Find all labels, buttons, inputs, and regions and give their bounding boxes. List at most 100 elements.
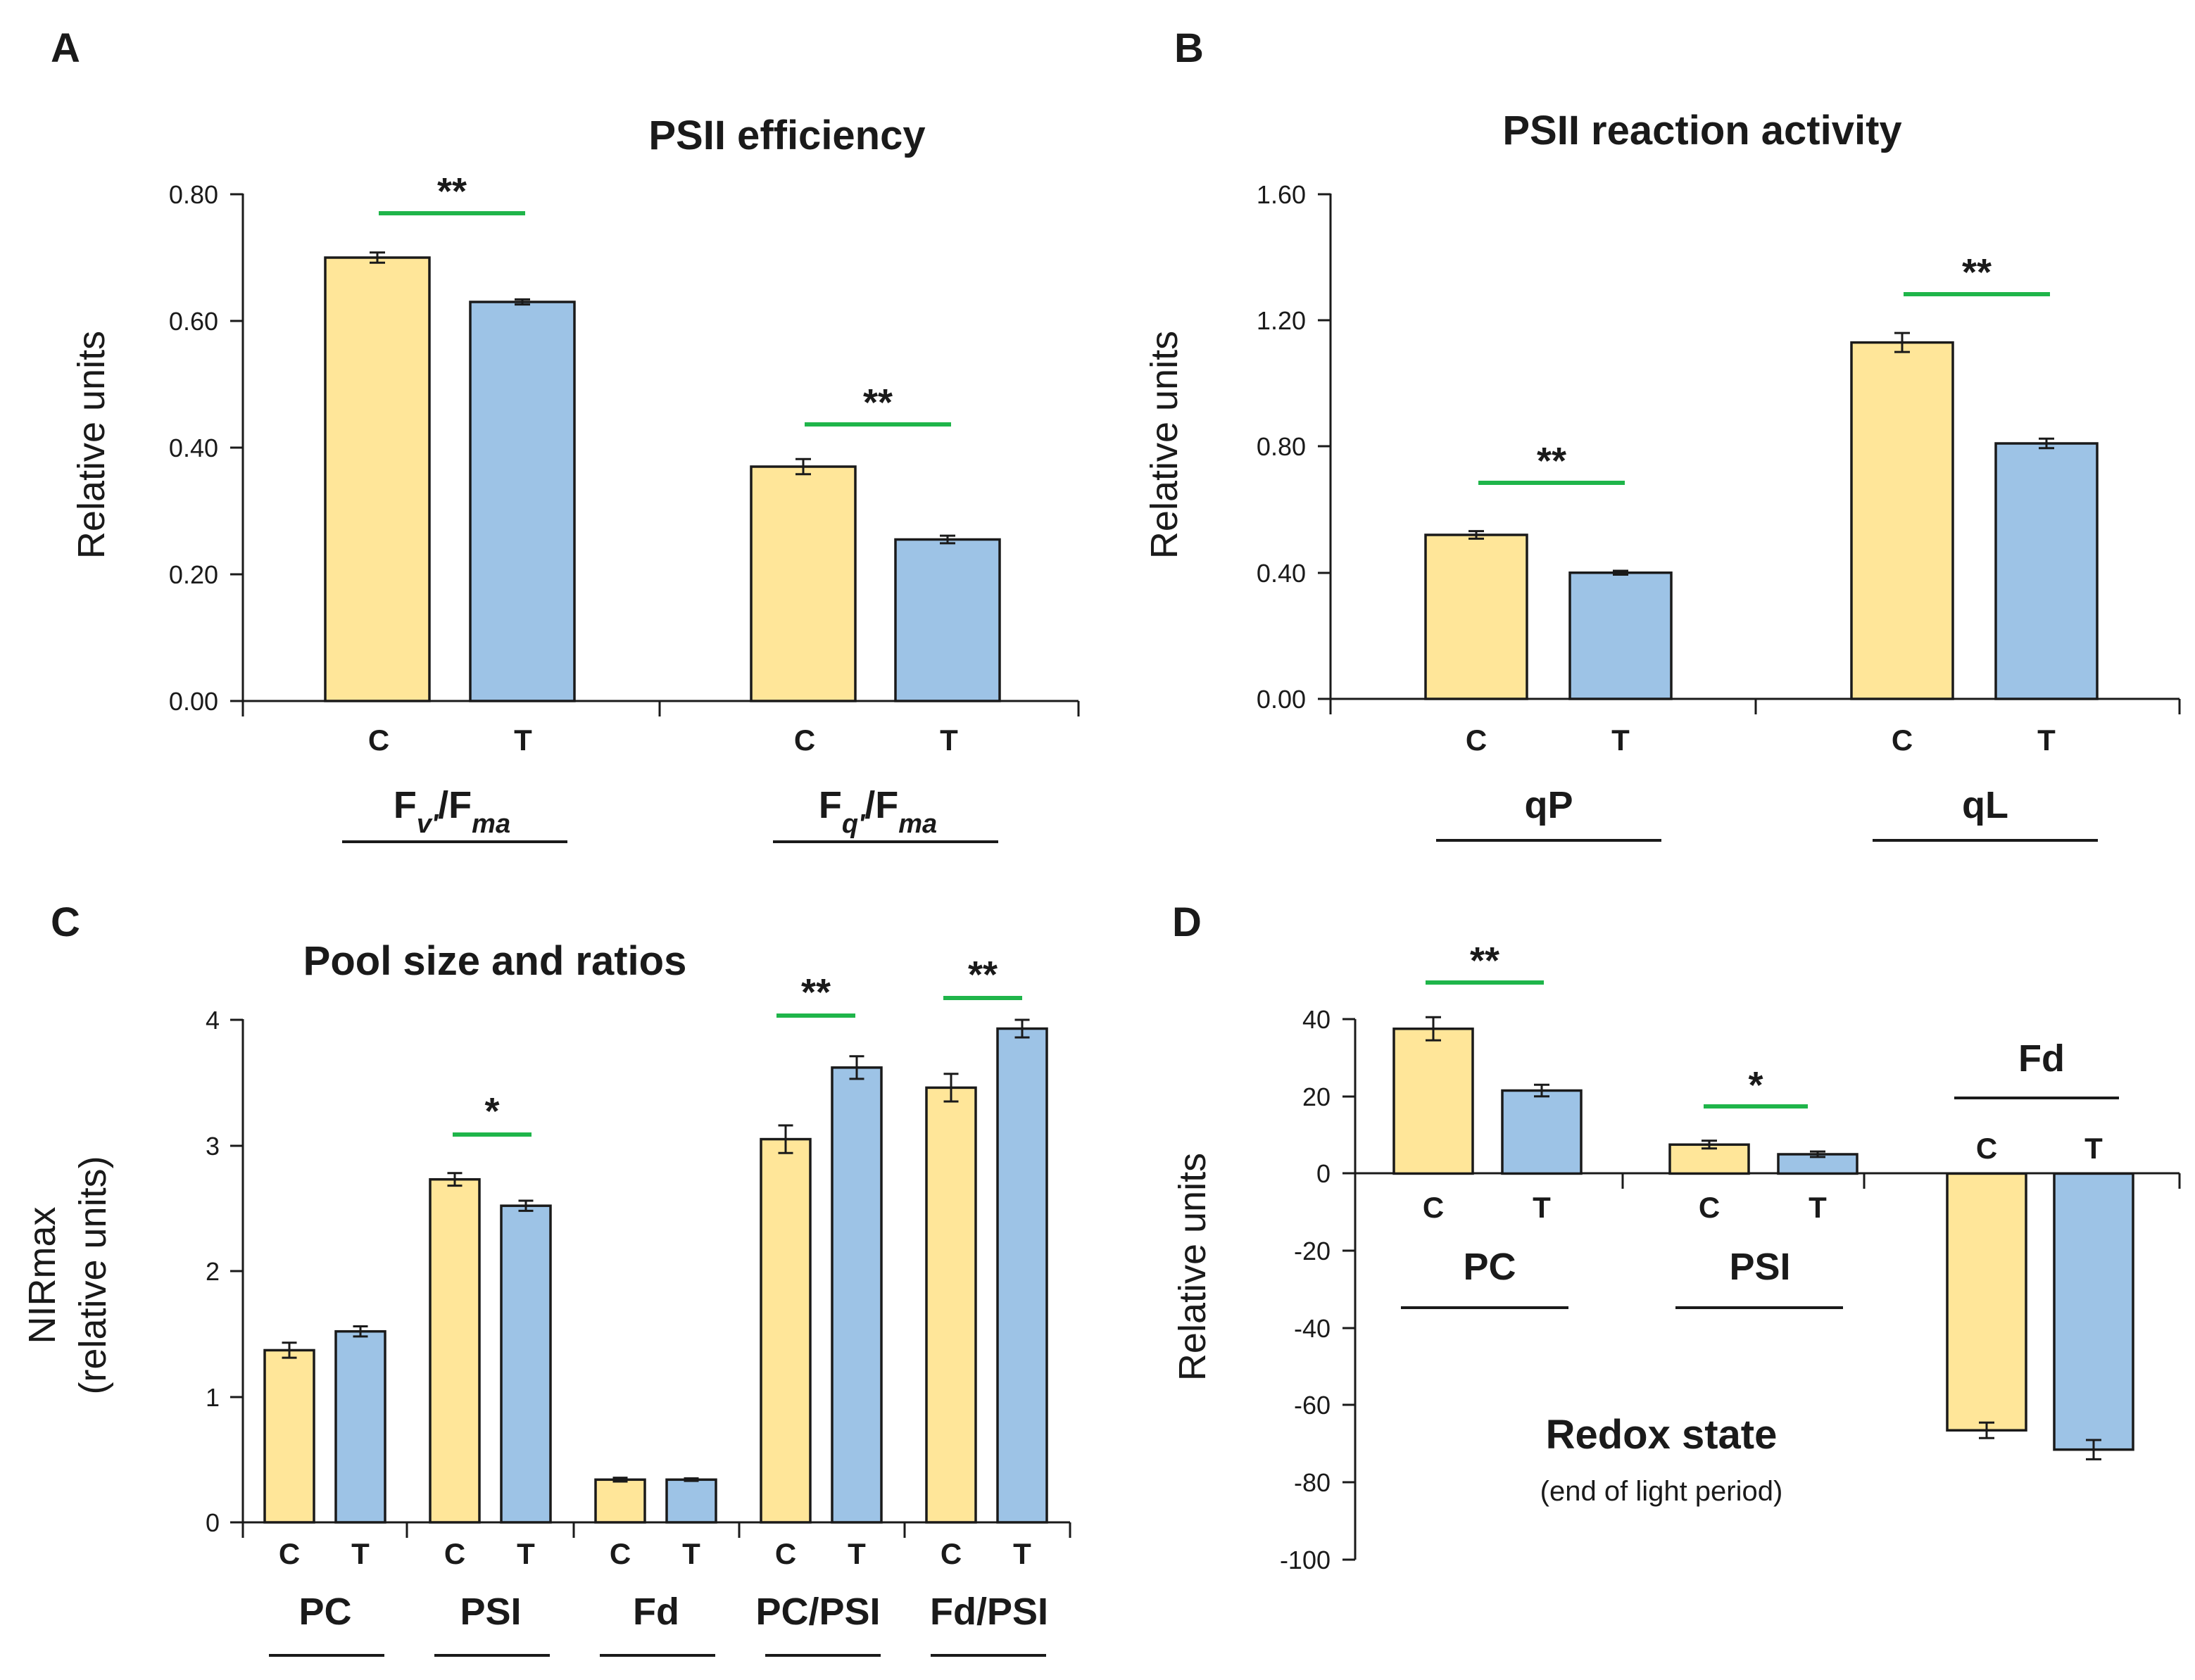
significance-stars-c-1: * bbox=[484, 1090, 499, 1132]
x-category-label-c: C bbox=[775, 1537, 796, 1570]
bar-d-pc-t bbox=[1501, 1089, 1583, 1175]
bars-b bbox=[1424, 331, 2099, 700]
x-category-label-c: C bbox=[1976, 1132, 1997, 1165]
y-tick-label: 0.40 bbox=[169, 434, 218, 462]
panel-letter-b: B bbox=[1174, 25, 1204, 71]
bar-b-qp-c bbox=[1424, 533, 1528, 700]
y-tick-label: 0.80 bbox=[1257, 432, 1306, 461]
y-ticks-c: 0 1 2 3 4 bbox=[206, 1006, 243, 1537]
x-category-label-t: T bbox=[682, 1537, 700, 1570]
bar-c-psi-c bbox=[429, 1177, 481, 1524]
bar-c-pcpsi-c bbox=[760, 1137, 812, 1524]
y-tick-label: 0 bbox=[206, 1508, 220, 1537]
x-category-label-c: C bbox=[1466, 724, 1487, 757]
group-label-b-ql: qL bbox=[1962, 784, 2008, 826]
y-tick-label: -40 bbox=[1294, 1314, 1331, 1343]
x-category-label-t: T bbox=[940, 724, 958, 757]
y-axis-label-b: Relative units bbox=[1143, 331, 1185, 559]
y-ticks-a: 0.00 0.20 0.40 0.60 0.80 bbox=[169, 180, 243, 716]
y-tick-label: -20 bbox=[1294, 1237, 1331, 1265]
significance-stars-d-0: ** bbox=[1470, 940, 1499, 982]
group-label-a-fvfma: Fv′/Fma bbox=[394, 784, 510, 839]
panel-letter-c: C bbox=[51, 899, 80, 945]
bar-d-fd-c bbox=[1946, 1172, 2027, 1432]
y-axis-label-d: Relative units bbox=[1171, 1153, 1214, 1381]
chart-title-c: Pool size and ratios bbox=[303, 938, 687, 984]
y-tick-label: 1.20 bbox=[1257, 306, 1306, 335]
y-tick-label: -60 bbox=[1294, 1391, 1331, 1420]
panel-b: B PSII reaction activity Relative units … bbox=[1143, 25, 2181, 842]
y-tick-label: 0.60 bbox=[169, 307, 218, 336]
bar-c-fd-t bbox=[665, 1478, 717, 1524]
significance-stars-d-1: * bbox=[1748, 1064, 1763, 1106]
y-tick-label: 0.00 bbox=[169, 687, 218, 716]
y-tick-label: 0.80 bbox=[169, 180, 218, 209]
x-category-label-t: T bbox=[514, 724, 532, 757]
bar-a-fqfma-c bbox=[750, 465, 857, 702]
bar-a-fvfma-c bbox=[324, 256, 431, 702]
chart-subtitle-d: (end of light period) bbox=[1540, 1476, 1783, 1507]
x-category-label-t: T bbox=[1809, 1191, 1827, 1224]
significance-stars-b-0: ** bbox=[1537, 440, 1566, 482]
y-ticks-b: 0.00 0.40 0.80 1.20 1.60 bbox=[1257, 180, 1331, 714]
x-category-label-t: T bbox=[517, 1537, 535, 1570]
y-tick-label: -80 bbox=[1294, 1468, 1331, 1497]
group-label-c-pcpsi: PC/PSI bbox=[755, 1591, 880, 1633]
y-axis-label-c-line1: NIRmax bbox=[21, 1206, 63, 1344]
panel-letter-d: D bbox=[1172, 899, 1202, 945]
x-category-label-c: C bbox=[279, 1537, 300, 1570]
group-label-d-fd: Fd bbox=[2018, 1037, 2065, 1080]
bar-c-pc-t bbox=[334, 1330, 386, 1524]
bars-c bbox=[263, 1018, 1048, 1524]
bar-d-fd-t bbox=[2053, 1172, 2134, 1451]
panel-a: A PSII efficiency Relative units 0.00 0.… bbox=[51, 25, 1080, 843]
x-category-label-t: T bbox=[351, 1537, 370, 1570]
x-category-label-c: C bbox=[444, 1537, 465, 1570]
bar-d-pc-c bbox=[1392, 1027, 1474, 1175]
bar-b-ql-c bbox=[1850, 341, 1954, 700]
y-ticks-d: 40 20 0 -20 -40 -60 -80 -100 bbox=[1280, 1005, 1355, 1574]
group-label-c-psi: PSI bbox=[460, 1591, 521, 1633]
y-tick-label: 2 bbox=[206, 1257, 220, 1286]
significance-stars-c-4: ** bbox=[968, 954, 998, 996]
group-label-b-qp: qP bbox=[1524, 784, 1573, 826]
y-tick-label: 20 bbox=[1302, 1082, 1331, 1111]
chart-title-b: PSII reaction activity bbox=[1502, 108, 1901, 153]
bar-c-pc-c bbox=[263, 1349, 315, 1524]
group-label-d-pc: PC bbox=[1463, 1246, 1516, 1288]
bar-a-fvfma-t bbox=[469, 301, 576, 702]
x-category-label-c: C bbox=[368, 724, 389, 757]
x-category-label-c: C bbox=[1699, 1191, 1720, 1224]
y-tick-label: 0.40 bbox=[1257, 559, 1306, 588]
bar-c-fd-c bbox=[594, 1478, 646, 1524]
group-label-a-fqfma: Fq′/Fma bbox=[819, 784, 937, 839]
x-category-label-c: C bbox=[794, 724, 815, 757]
y-tick-label: 1 bbox=[206, 1383, 220, 1412]
group-label-d-psi: PSI bbox=[1729, 1246, 1790, 1288]
group-label-c-fdpsi: Fd/PSI bbox=[930, 1591, 1048, 1633]
group-label-c-pc: PC bbox=[298, 1591, 351, 1633]
x-category-label-c: C bbox=[610, 1537, 631, 1570]
significance-stars-b-1: ** bbox=[1962, 251, 1992, 293]
chart-title-d: Redox state bbox=[1546, 1412, 1778, 1458]
x-category-label-t: T bbox=[2084, 1132, 2103, 1165]
y-tick-label: 40 bbox=[1302, 1005, 1331, 1034]
x-category-label-t: T bbox=[848, 1537, 866, 1570]
y-axis-label-c-line2: (relative units) bbox=[72, 1156, 114, 1394]
y-tick-label: -100 bbox=[1280, 1546, 1331, 1574]
y-tick-label: 3 bbox=[206, 1132, 220, 1161]
bars-d bbox=[1392, 1016, 2134, 1460]
x-category-label-c: C bbox=[1423, 1191, 1444, 1224]
group-label-c-fd: Fd bbox=[633, 1591, 679, 1633]
significance-stars-a-1: ** bbox=[863, 381, 893, 424]
x-category-label-t: T bbox=[2037, 724, 2056, 757]
x-category-label-t: T bbox=[1611, 724, 1630, 757]
y-tick-label: 4 bbox=[206, 1006, 220, 1035]
bar-c-fdpsi-c bbox=[925, 1086, 977, 1524]
y-axis-label-a: Relative units bbox=[70, 331, 113, 559]
x-category-label-c: C bbox=[941, 1537, 962, 1570]
significance-stars-c-3: ** bbox=[801, 971, 831, 1013]
bar-b-ql-t bbox=[1994, 442, 2099, 700]
bar-a-fqfma-t bbox=[894, 538, 1001, 702]
